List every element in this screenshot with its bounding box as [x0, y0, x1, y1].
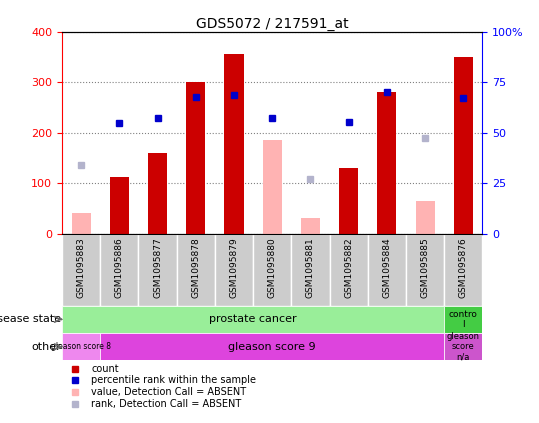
Text: value, Detection Call = ABSENT: value, Detection Call = ABSENT [92, 387, 246, 397]
Text: GSM1095876: GSM1095876 [459, 237, 468, 298]
Bar [72, 213, 91, 233]
Bar [377, 92, 396, 233]
Bar [444, 306, 482, 333]
Bar [139, 233, 177, 306]
Bar [215, 233, 253, 306]
Text: GSM1095879: GSM1095879 [230, 237, 238, 298]
Bar [454, 57, 473, 233]
Bar [100, 233, 139, 306]
Bar [291, 233, 329, 306]
Bar [100, 333, 444, 360]
Text: gleason
score
n/a: gleason score n/a [447, 332, 480, 362]
Bar [62, 333, 100, 360]
Bar [262, 140, 282, 233]
Text: GSM1095877: GSM1095877 [153, 237, 162, 298]
Bar [148, 153, 167, 233]
Bar [186, 82, 205, 233]
Text: percentile rank within the sample: percentile rank within the sample [92, 376, 257, 385]
Text: contro
l: contro l [449, 310, 478, 329]
Bar [177, 233, 215, 306]
Text: GSM1095882: GSM1095882 [344, 237, 353, 298]
Text: GSM1095880: GSM1095880 [268, 237, 277, 298]
Bar [444, 233, 482, 306]
Bar [110, 176, 129, 233]
Text: gleason score 9: gleason score 9 [229, 342, 316, 352]
Text: count: count [92, 364, 119, 374]
Text: other: other [31, 342, 61, 352]
Bar [339, 168, 358, 233]
Text: GSM1095884: GSM1095884 [382, 237, 391, 298]
Text: GSM1095878: GSM1095878 [191, 237, 201, 298]
Text: GSM1095883: GSM1095883 [77, 237, 86, 298]
Text: GSM1095881: GSM1095881 [306, 237, 315, 298]
Text: rank, Detection Call = ABSENT: rank, Detection Call = ABSENT [92, 399, 241, 409]
Bar [406, 233, 444, 306]
Bar [224, 55, 244, 233]
Bar [368, 233, 406, 306]
Bar [444, 333, 482, 360]
Title: GDS5072 / 217591_at: GDS5072 / 217591_at [196, 16, 349, 31]
Text: GSM1095886: GSM1095886 [115, 237, 124, 298]
Bar [62, 233, 100, 306]
Bar [253, 233, 291, 306]
Text: GSM1095885: GSM1095885 [420, 237, 430, 298]
Bar [329, 233, 368, 306]
Bar [416, 201, 434, 233]
Text: prostate cancer: prostate cancer [209, 314, 297, 324]
Text: gleason score 8: gleason score 8 [51, 342, 111, 351]
Text: disease state: disease state [0, 314, 61, 324]
Bar [301, 218, 320, 233]
